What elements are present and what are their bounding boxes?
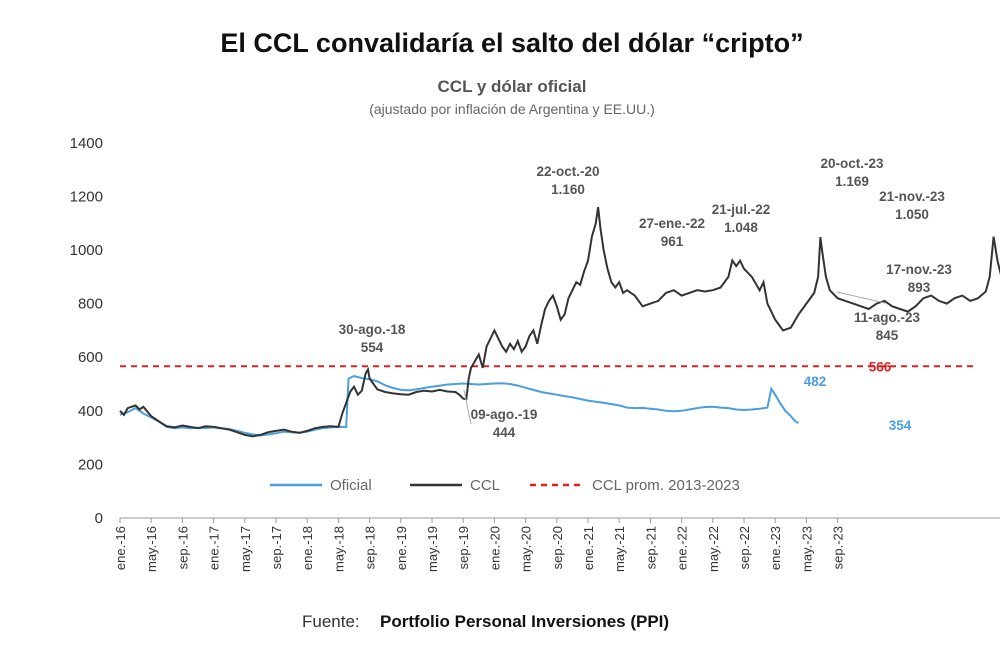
x-tick-label: may.-18 bbox=[331, 526, 346, 572]
x-tick-label: ene.-19 bbox=[394, 526, 409, 570]
annotation-date: 11-ago.-23 bbox=[854, 310, 921, 325]
x-tick-label: ene.-17 bbox=[207, 526, 222, 570]
y-tick-label: 400 bbox=[78, 403, 103, 420]
x-tick-label: ene.-18 bbox=[300, 526, 315, 570]
annotation-value: 1.160 bbox=[551, 182, 585, 197]
x-tick-label: may.-19 bbox=[425, 526, 440, 572]
x-tick-label: may.-22 bbox=[706, 526, 721, 572]
x-tick-label: ene.-20 bbox=[487, 526, 502, 570]
leader-line-11-ago-23 bbox=[836, 291, 886, 304]
annotation-value: 961 bbox=[661, 234, 684, 249]
x-tick-label: sep.-23 bbox=[831, 526, 846, 569]
x-tick-label: ene.-16 bbox=[113, 526, 128, 570]
x-tick-label: sep.-18 bbox=[363, 526, 378, 569]
legend-label-ccl: CCL bbox=[470, 477, 500, 494]
leader-line-09-ago-19 bbox=[463, 389, 472, 425]
legend: Oficial CCL CCL prom. 2013-2023 bbox=[270, 477, 740, 494]
legend-label-oficial: Oficial bbox=[330, 477, 372, 494]
x-tick-label: may.-21 bbox=[612, 526, 627, 572]
annotation-date: 20-oct.-23 bbox=[820, 156, 884, 171]
chart-subtitle: (ajustado por inflación de Argentina y E… bbox=[369, 101, 655, 117]
y-tick-label: 200 bbox=[78, 456, 103, 473]
x-tick-label: sep.-22 bbox=[737, 526, 752, 569]
reference-line-label: 566 bbox=[869, 359, 892, 374]
x-tick-label: ene.-22 bbox=[675, 526, 690, 570]
annotation-value: 893 bbox=[908, 280, 931, 295]
x-axis: ene.-16 may.-16 sep.-16 ene.-17 may.-17 sep.-… bbox=[113, 517, 1000, 572]
chart-title: CCL y dólar oficial bbox=[438, 77, 587, 96]
series-line-oficial bbox=[119, 374, 800, 437]
x-tick-label: sep.-17 bbox=[269, 526, 284, 569]
annotation-date: 30-ago.-18 bbox=[339, 322, 406, 337]
y-axis: 0 200 400 600 800 1000 1200 1400 bbox=[70, 135, 103, 527]
y-tick-label: 600 bbox=[78, 349, 103, 366]
series-line-ccl bbox=[119, 206, 1000, 438]
annotation-value: 1.048 bbox=[724, 220, 758, 235]
x-tick-label: ene.-23 bbox=[768, 526, 783, 570]
y-tick-label: 0 bbox=[95, 510, 103, 527]
x-tick-label: may.-20 bbox=[519, 526, 534, 572]
y-tick-label: 1200 bbox=[70, 188, 103, 205]
annotation-value: 1.169 bbox=[835, 174, 869, 189]
legend-label-promedio: CCL prom. 2013-2023 bbox=[592, 477, 740, 494]
oficial-peak-label: 482 bbox=[804, 374, 827, 389]
annotation-value: 845 bbox=[876, 328, 899, 343]
x-tick-label: ene.-21 bbox=[581, 526, 596, 570]
x-tick-label: may.-23 bbox=[799, 526, 814, 572]
x-tick-label: sep.-16 bbox=[175, 526, 190, 569]
annotation-date: 22-oct.-20 bbox=[536, 164, 599, 179]
y-tick-label: 800 bbox=[78, 296, 103, 313]
annotation-date: 21-jul.-22 bbox=[712, 202, 771, 217]
annotation-date: 27-ene.-22 bbox=[639, 216, 705, 231]
x-tick-label: sep.-19 bbox=[456, 526, 471, 569]
x-tick-label: sep.-20 bbox=[550, 526, 565, 569]
annotation-date: 09-ago.-19 bbox=[471, 407, 538, 422]
source-label: Fuente: bbox=[302, 612, 360, 631]
annotation-value: 444 bbox=[493, 425, 516, 440]
y-tick-label: 1000 bbox=[70, 242, 103, 259]
x-tick-label: may.-17 bbox=[238, 526, 253, 572]
annotations: 30-ago.-18 554 09-ago.-19 444 22-oct.-20 1.16… bbox=[339, 156, 953, 440]
annotation-date: 21-nov.-23 bbox=[879, 189, 945, 204]
y-tick-label: 1400 bbox=[70, 135, 103, 152]
annotation-value: 554 bbox=[361, 340, 384, 355]
headline: El CCL convalidaría el salto del dólar “… bbox=[220, 28, 803, 58]
annotation-date: 17-nov.-23 bbox=[886, 262, 952, 277]
source-value: Portfolio Personal Inversiones (PPI) bbox=[380, 612, 669, 631]
x-tick-label: may.-16 bbox=[144, 526, 159, 572]
annotation-value: 1.050 bbox=[895, 207, 929, 222]
x-tick-label: sep.-21 bbox=[643, 526, 658, 569]
oficial-last-label: 354 bbox=[889, 418, 912, 433]
